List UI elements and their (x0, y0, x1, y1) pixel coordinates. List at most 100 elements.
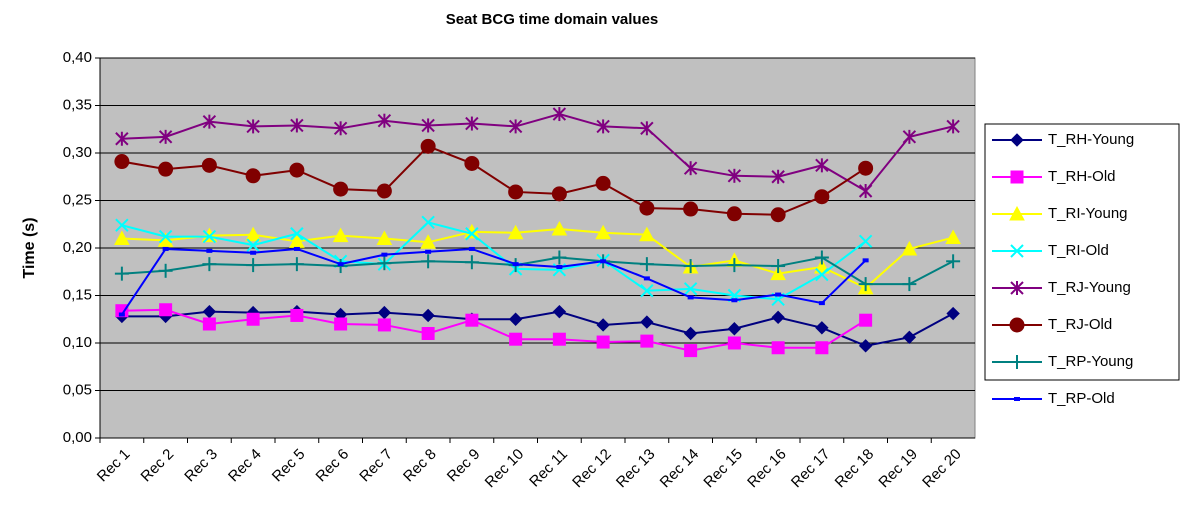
marker (552, 332, 566, 346)
marker (201, 157, 217, 173)
marker (381, 252, 388, 257)
legend-label: T_RJ-Young (1048, 279, 1131, 296)
marker (464, 155, 480, 171)
marker (421, 254, 436, 269)
marker-shape (814, 189, 830, 205)
series-line (121, 227, 954, 290)
marker (293, 246, 300, 251)
x-tick-label: Rec 11 (526, 446, 571, 491)
series-line (121, 256, 954, 286)
y-tick-label: 0,00 (63, 429, 92, 446)
marker (771, 169, 785, 184)
marker-shape (159, 303, 173, 317)
marker (1014, 397, 1020, 401)
marker-shape (552, 304, 567, 319)
legend-label: T_RJ-Old (1048, 316, 1112, 333)
marker (683, 326, 698, 341)
marker-shape (468, 246, 475, 251)
marker (727, 336, 741, 350)
marker (640, 121, 654, 136)
marker (206, 248, 213, 253)
marker (337, 262, 344, 267)
marker (731, 298, 738, 303)
marker-shape (465, 313, 479, 327)
marker (640, 315, 654, 329)
marker (1009, 317, 1025, 333)
marker (600, 259, 607, 264)
marker (333, 181, 349, 197)
marker-shape (770, 265, 786, 281)
marker (420, 234, 436, 249)
marker (202, 114, 217, 129)
x-tick-label: Rec 5 (269, 446, 309, 486)
marker (114, 266, 129, 281)
marker-shape (726, 206, 742, 222)
marker-shape (508, 312, 523, 326)
marker (246, 238, 260, 252)
marker (377, 113, 392, 128)
marker-shape (687, 295, 694, 300)
marker (464, 255, 479, 270)
marker-shape (775, 292, 782, 297)
legend-label: T_RI-Old (1048, 242, 1109, 259)
marker (551, 220, 568, 236)
marker-shape (114, 230, 130, 245)
marker-shape (684, 344, 698, 358)
marker (508, 119, 523, 134)
marker (421, 118, 435, 133)
marker (815, 341, 829, 355)
marker-shape (420, 234, 436, 249)
marker (858, 160, 874, 176)
marker-shape (162, 246, 169, 251)
marker (902, 330, 917, 345)
x-tick-label: Rec 4 (225, 446, 265, 486)
marker-shape (250, 250, 257, 255)
marker (377, 256, 392, 271)
marker (425, 249, 432, 254)
marker (508, 312, 523, 326)
x-tick-label: Rec 2 (138, 446, 178, 486)
marker-shape (770, 207, 786, 223)
marker (421, 215, 435, 230)
marker (465, 313, 479, 327)
marker (1010, 170, 1024, 184)
marker (334, 317, 348, 331)
marker (246, 312, 260, 326)
marker (421, 327, 435, 340)
marker (946, 119, 960, 134)
marker (508, 184, 524, 200)
marker (683, 201, 699, 217)
marker-shape (683, 201, 699, 217)
marker (640, 334, 654, 348)
marker (902, 277, 917, 292)
marker (639, 200, 655, 216)
marker (770, 207, 786, 223)
marker-shape (815, 267, 829, 282)
marker (509, 332, 523, 346)
marker (377, 318, 391, 332)
marker (858, 234, 873, 249)
x-tick-label: Rec 16 (744, 446, 790, 492)
marker-shape (381, 252, 388, 257)
marker (858, 184, 873, 198)
marker-shape (858, 339, 873, 353)
marker-shape (771, 310, 785, 325)
marker (118, 312, 125, 317)
marker-shape (595, 175, 611, 191)
x-tick-label: Rec 3 (181, 446, 221, 486)
marker (862, 258, 869, 263)
marker (814, 189, 830, 205)
y-axis-label: Time (s) (21, 217, 38, 278)
marker (946, 306, 960, 321)
marker-shape (421, 215, 435, 230)
marker-shape (551, 186, 567, 202)
marker-shape (465, 227, 479, 241)
marker (552, 107, 567, 122)
marker-shape (337, 262, 344, 267)
marker-shape (376, 230, 393, 245)
marker (376, 230, 393, 245)
marker-shape (551, 220, 568, 236)
marker-shape (639, 200, 655, 216)
x-tick-label: Rec 6 (313, 446, 353, 486)
marker-shape (858, 160, 874, 176)
